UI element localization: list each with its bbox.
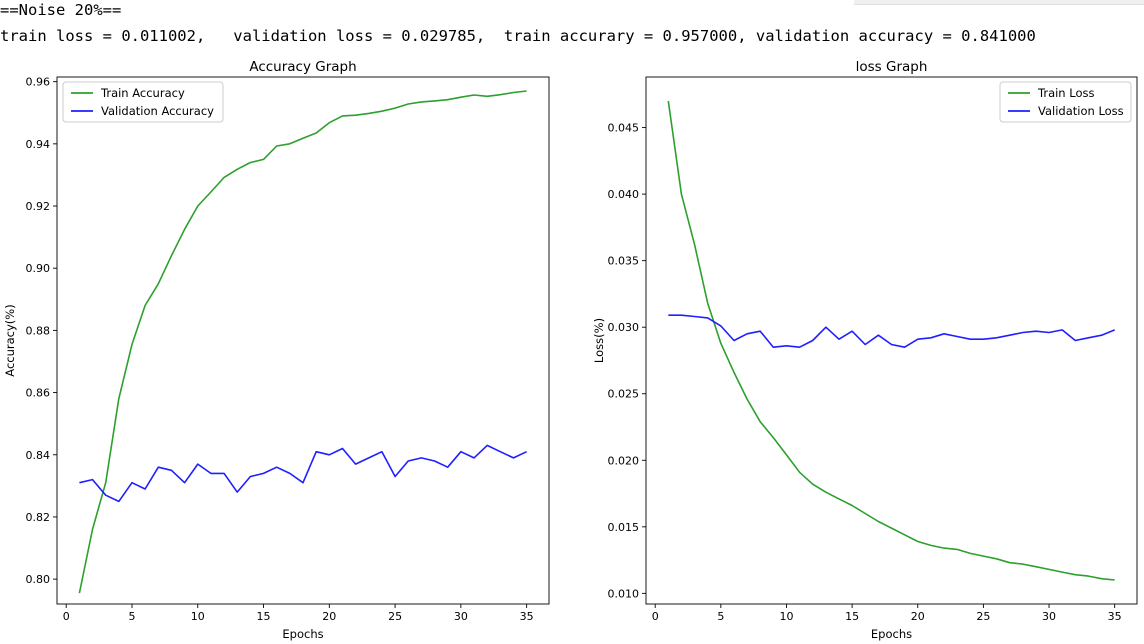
x-tick-label: 30 bbox=[454, 610, 468, 623]
y-tick-label: 0.84 bbox=[26, 449, 51, 462]
y-tick-label: 0.035 bbox=[608, 255, 640, 268]
y-tick-label: 0.015 bbox=[608, 521, 640, 534]
legend-box bbox=[999, 81, 1132, 123]
x-tick-label: 25 bbox=[976, 610, 990, 623]
legend-label: Train Loss bbox=[1037, 86, 1094, 100]
x-tick-label: 5 bbox=[717, 610, 724, 623]
x-tick-label: 30 bbox=[1042, 610, 1056, 623]
metrics-summary: train loss = 0.011002, validation loss =… bbox=[0, 27, 1036, 45]
chart-loss: 0 5 10 15 20 25 30 35 0.010 0.015 0.020 0.025 0.030 0… bbox=[592, 59, 1138, 641]
y-axis-label: Loss(%) bbox=[592, 318, 606, 363]
x-tick-label: 20 bbox=[911, 610, 925, 623]
x-tick-label: 10 bbox=[779, 610, 793, 623]
legend-box bbox=[62, 81, 224, 123]
x-tick-label: 15 bbox=[257, 610, 271, 623]
x-axis-label: Epochs bbox=[282, 627, 323, 641]
legend-label: Train Accuracy bbox=[100, 86, 185, 100]
x-tick-label: 5 bbox=[128, 610, 135, 623]
chart-title: Accuracy Graph bbox=[249, 59, 356, 75]
y-tick-label: 0.030 bbox=[608, 321, 640, 334]
x-tick-label: 0 bbox=[63, 610, 70, 623]
y-tick-label: 0.96 bbox=[26, 76, 51, 89]
y-tick-label: 0.010 bbox=[608, 587, 640, 600]
series-line-validation-loss bbox=[668, 314, 1115, 349]
x-axis-label: Epochs bbox=[871, 627, 912, 641]
x-tick-label: 35 bbox=[1108, 610, 1122, 623]
y-tick-label: 0.88 bbox=[26, 324, 51, 337]
plot-frame bbox=[56, 76, 550, 605]
plot-frame bbox=[645, 76, 1138, 605]
y-tick-label: 0.86 bbox=[26, 387, 51, 400]
chart-accuracy: 0 5 10 15 20 25 30 35 0.80 0.82 0.84 0.86 0.88 0.90 0.… bbox=[3, 59, 550, 641]
y-tick-label: 0.92 bbox=[26, 200, 51, 213]
x-tick-label: 25 bbox=[388, 610, 402, 623]
y-tick-label: 0.90 bbox=[26, 262, 51, 275]
x-tick-label: 35 bbox=[520, 610, 534, 623]
y-tick-label: 0.80 bbox=[26, 573, 51, 586]
x-tick-label: 0 bbox=[652, 610, 659, 623]
series-line-train-accuracy bbox=[78, 90, 527, 594]
y-tick-label: 0.025 bbox=[608, 388, 640, 401]
legend: Train Loss Validation Loss bbox=[999, 81, 1132, 123]
x-tick-label: 15 bbox=[845, 610, 859, 623]
legend-label: Validation Loss bbox=[1038, 104, 1124, 118]
y-tick-label: 0.020 bbox=[608, 454, 640, 467]
legend-label: Validation Accuracy bbox=[101, 104, 214, 118]
y-tick-label: 0.045 bbox=[608, 122, 640, 135]
x-tick-label: 20 bbox=[322, 610, 336, 623]
noise-header: ==Noise 20%== bbox=[0, 1, 122, 19]
y-tick-label: 0.82 bbox=[26, 511, 51, 524]
chart-title: loss Graph bbox=[856, 59, 928, 75]
y-axis-label: Accuracy(%) bbox=[3, 304, 17, 376]
y-tick-label: 0.040 bbox=[608, 188, 640, 201]
x-tick-label: 10 bbox=[191, 610, 205, 623]
series-line-validation-accuracy bbox=[79, 444, 527, 503]
window-edge bbox=[854, 0, 1144, 5]
series-line-train-loss bbox=[667, 100, 1115, 581]
y-tick-label: 0.94 bbox=[26, 138, 51, 151]
legend: Train Accuracy Validation Accuracy bbox=[62, 81, 224, 123]
